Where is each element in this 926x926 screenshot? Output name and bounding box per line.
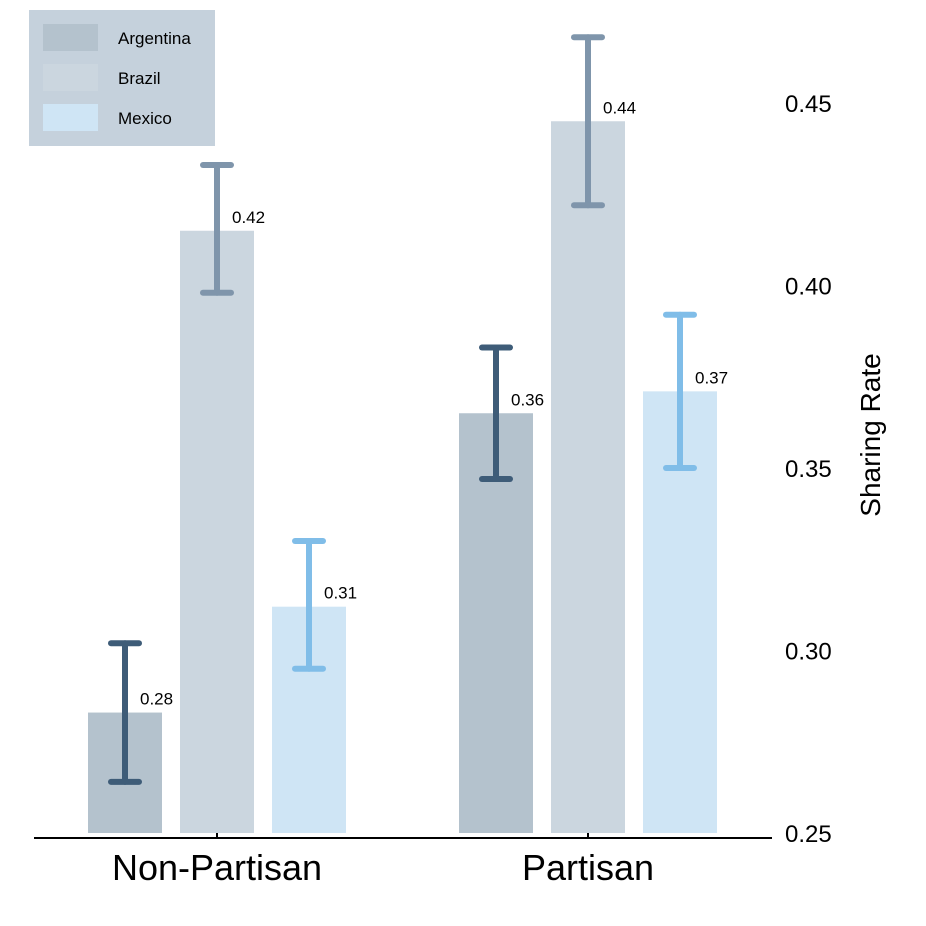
data-label-non-partisan-brazil: 0.42 [232,208,265,227]
y-axis-title: Sharing Rate [855,353,886,516]
data-label-non-partisan-mexico: 0.31 [324,584,357,603]
legend: Argentina Brazil Mexico [29,10,215,146]
data-labels-layer: 0.28 0.42 0.31 0.36 0.44 0.37 [140,98,728,708]
data-label-partisan-brazil: 0.44 [603,98,636,117]
x-tick-label-non-partisan: Non-Partisan [112,847,322,888]
y-tick-label-0-40: 0.40 [785,274,832,301]
error-bar-partisan-argentina [479,344,513,482]
legend-swatch-mexico [43,104,98,131]
bar-non-partisan-brazil [180,230,254,833]
y-tick-label-0-45: 0.45 [785,91,832,118]
legend-swatch-brazil [43,64,98,91]
data-label-partisan-mexico: 0.37 [695,368,728,387]
error-bar-non-partisan-mexico [292,538,326,672]
data-label-non-partisan-argentina: 0.28 [140,690,173,709]
error-bars-layer [108,34,697,785]
data-label-partisan-argentina: 0.36 [511,390,544,409]
axes-layer: Non-Partisan Partisan 0.25 0.30 0.35 0.40 0.45… [34,91,886,888]
bars-layer [88,121,717,833]
error-bar-non-partisan-brazil [200,162,234,296]
error-bar-partisan-mexico [663,311,697,471]
x-tick-label-partisan: Partisan [522,847,654,888]
y-tick-label-0-30: 0.30 [785,639,832,666]
legend-label-argentina: Argentina [118,29,191,48]
y-tick-label-0-35: 0.35 [785,456,832,483]
legend-swatch-argentina [43,24,98,51]
legend-label-mexico: Mexico [118,109,172,128]
bar-partisan-brazil [551,121,625,833]
error-bar-non-partisan-argentina [108,640,142,785]
y-tick-label-0-25: 0.25 [785,821,832,848]
bar-partisan-argentina [459,413,533,833]
error-bar-partisan-brazil [571,34,605,209]
legend-label-brazil: Brazil [118,69,161,88]
